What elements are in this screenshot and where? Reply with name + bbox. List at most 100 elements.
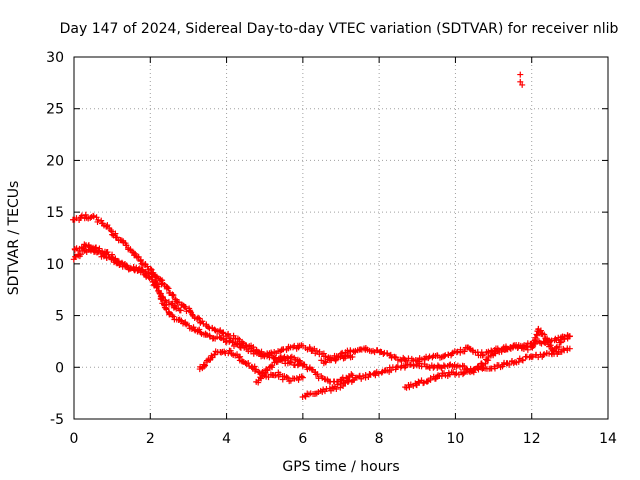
data-point <box>480 351 487 358</box>
data-point <box>375 370 382 377</box>
data-point <box>114 234 121 241</box>
data-point <box>519 357 526 364</box>
data-point <box>314 371 321 378</box>
data-point <box>177 307 184 314</box>
data-point <box>85 242 92 249</box>
plot-frame <box>73 56 609 420</box>
x-tick-label: 0 <box>70 431 79 447</box>
data-point <box>98 217 105 224</box>
data-point <box>341 352 348 359</box>
data-point <box>313 347 320 354</box>
data-point <box>170 292 177 299</box>
data-point <box>163 305 170 312</box>
data-point <box>349 372 356 379</box>
data-point <box>459 371 466 378</box>
data-point <box>169 291 176 298</box>
x-tick-label: 4 <box>222 431 231 447</box>
data-points <box>70 71 573 400</box>
data-point <box>498 348 505 355</box>
data-point <box>295 376 302 383</box>
data-point <box>220 335 227 342</box>
data-point <box>519 81 526 88</box>
x-tick-label: 8 <box>375 431 384 447</box>
y-axis-label: SDTVAR / TECUs <box>6 181 22 296</box>
y-tick-label: 15 <box>46 205 64 221</box>
data-point <box>515 342 522 349</box>
data-point <box>556 343 563 350</box>
data-point <box>485 349 492 356</box>
data-point <box>510 360 517 367</box>
data-point <box>299 374 306 381</box>
x-axis-label: GPS time / hours <box>282 459 399 475</box>
data-point <box>234 351 241 358</box>
data-point <box>506 361 513 368</box>
data-point <box>103 255 110 262</box>
data-point <box>541 331 548 338</box>
data-point <box>148 270 155 277</box>
data-point <box>215 328 222 335</box>
data-point <box>153 284 160 291</box>
data-point <box>457 349 464 356</box>
y-tick-label: 30 <box>46 50 64 66</box>
x-tick-label: 2 <box>146 431 155 447</box>
y-tick-labels: -5 0 5 10 15 20 25 30 <box>46 50 64 428</box>
data-point <box>337 353 344 360</box>
data-point <box>446 362 453 369</box>
data-point <box>279 376 286 383</box>
x-tick-label: 6 <box>298 431 307 447</box>
grid-lines <box>74 57 608 419</box>
data-point <box>558 338 565 345</box>
data-point <box>164 284 171 291</box>
data-point <box>205 324 212 331</box>
data-point <box>421 356 428 363</box>
data-point <box>345 377 352 384</box>
data-point <box>540 351 547 358</box>
x-tick-label: 12 <box>523 431 541 447</box>
data-point <box>202 362 209 369</box>
data-point <box>460 370 467 377</box>
data-point <box>387 351 394 358</box>
data-point <box>517 78 524 85</box>
data-point <box>170 313 177 320</box>
data-point <box>298 373 305 380</box>
data-point <box>196 326 203 333</box>
data-point <box>156 289 163 296</box>
data-point <box>123 262 130 269</box>
data-point <box>235 354 242 361</box>
data-point <box>434 362 441 369</box>
data-point <box>90 213 97 220</box>
data-point <box>182 320 189 327</box>
data-point <box>220 329 227 336</box>
data-point <box>475 363 482 370</box>
data-point <box>227 347 234 354</box>
data-point <box>349 353 356 360</box>
data-point <box>529 353 536 360</box>
data-point <box>194 314 201 321</box>
data-point <box>566 333 573 340</box>
data-point <box>471 366 478 373</box>
data-point <box>485 357 492 364</box>
data-point <box>200 363 207 370</box>
data-point <box>441 353 448 360</box>
data-point <box>333 385 340 392</box>
data-point <box>196 315 203 322</box>
data-point <box>302 393 309 400</box>
chart-title: Day 147 of 2024, Sidereal Day-to-day VTE… <box>60 21 619 37</box>
data-point <box>147 265 154 272</box>
data-point <box>109 251 116 258</box>
data-point <box>263 366 270 373</box>
data-point <box>378 369 385 376</box>
data-point <box>109 231 116 238</box>
y-tick-label: 20 <box>46 153 64 169</box>
data-point <box>256 350 263 357</box>
data-point <box>491 365 498 372</box>
data-point <box>440 362 447 369</box>
data-point <box>517 71 524 78</box>
data-point <box>154 283 161 290</box>
data-point <box>445 351 452 358</box>
data-point <box>78 212 85 219</box>
data-point <box>552 335 559 342</box>
data-point <box>415 358 422 365</box>
axis-ticks <box>73 56 609 420</box>
